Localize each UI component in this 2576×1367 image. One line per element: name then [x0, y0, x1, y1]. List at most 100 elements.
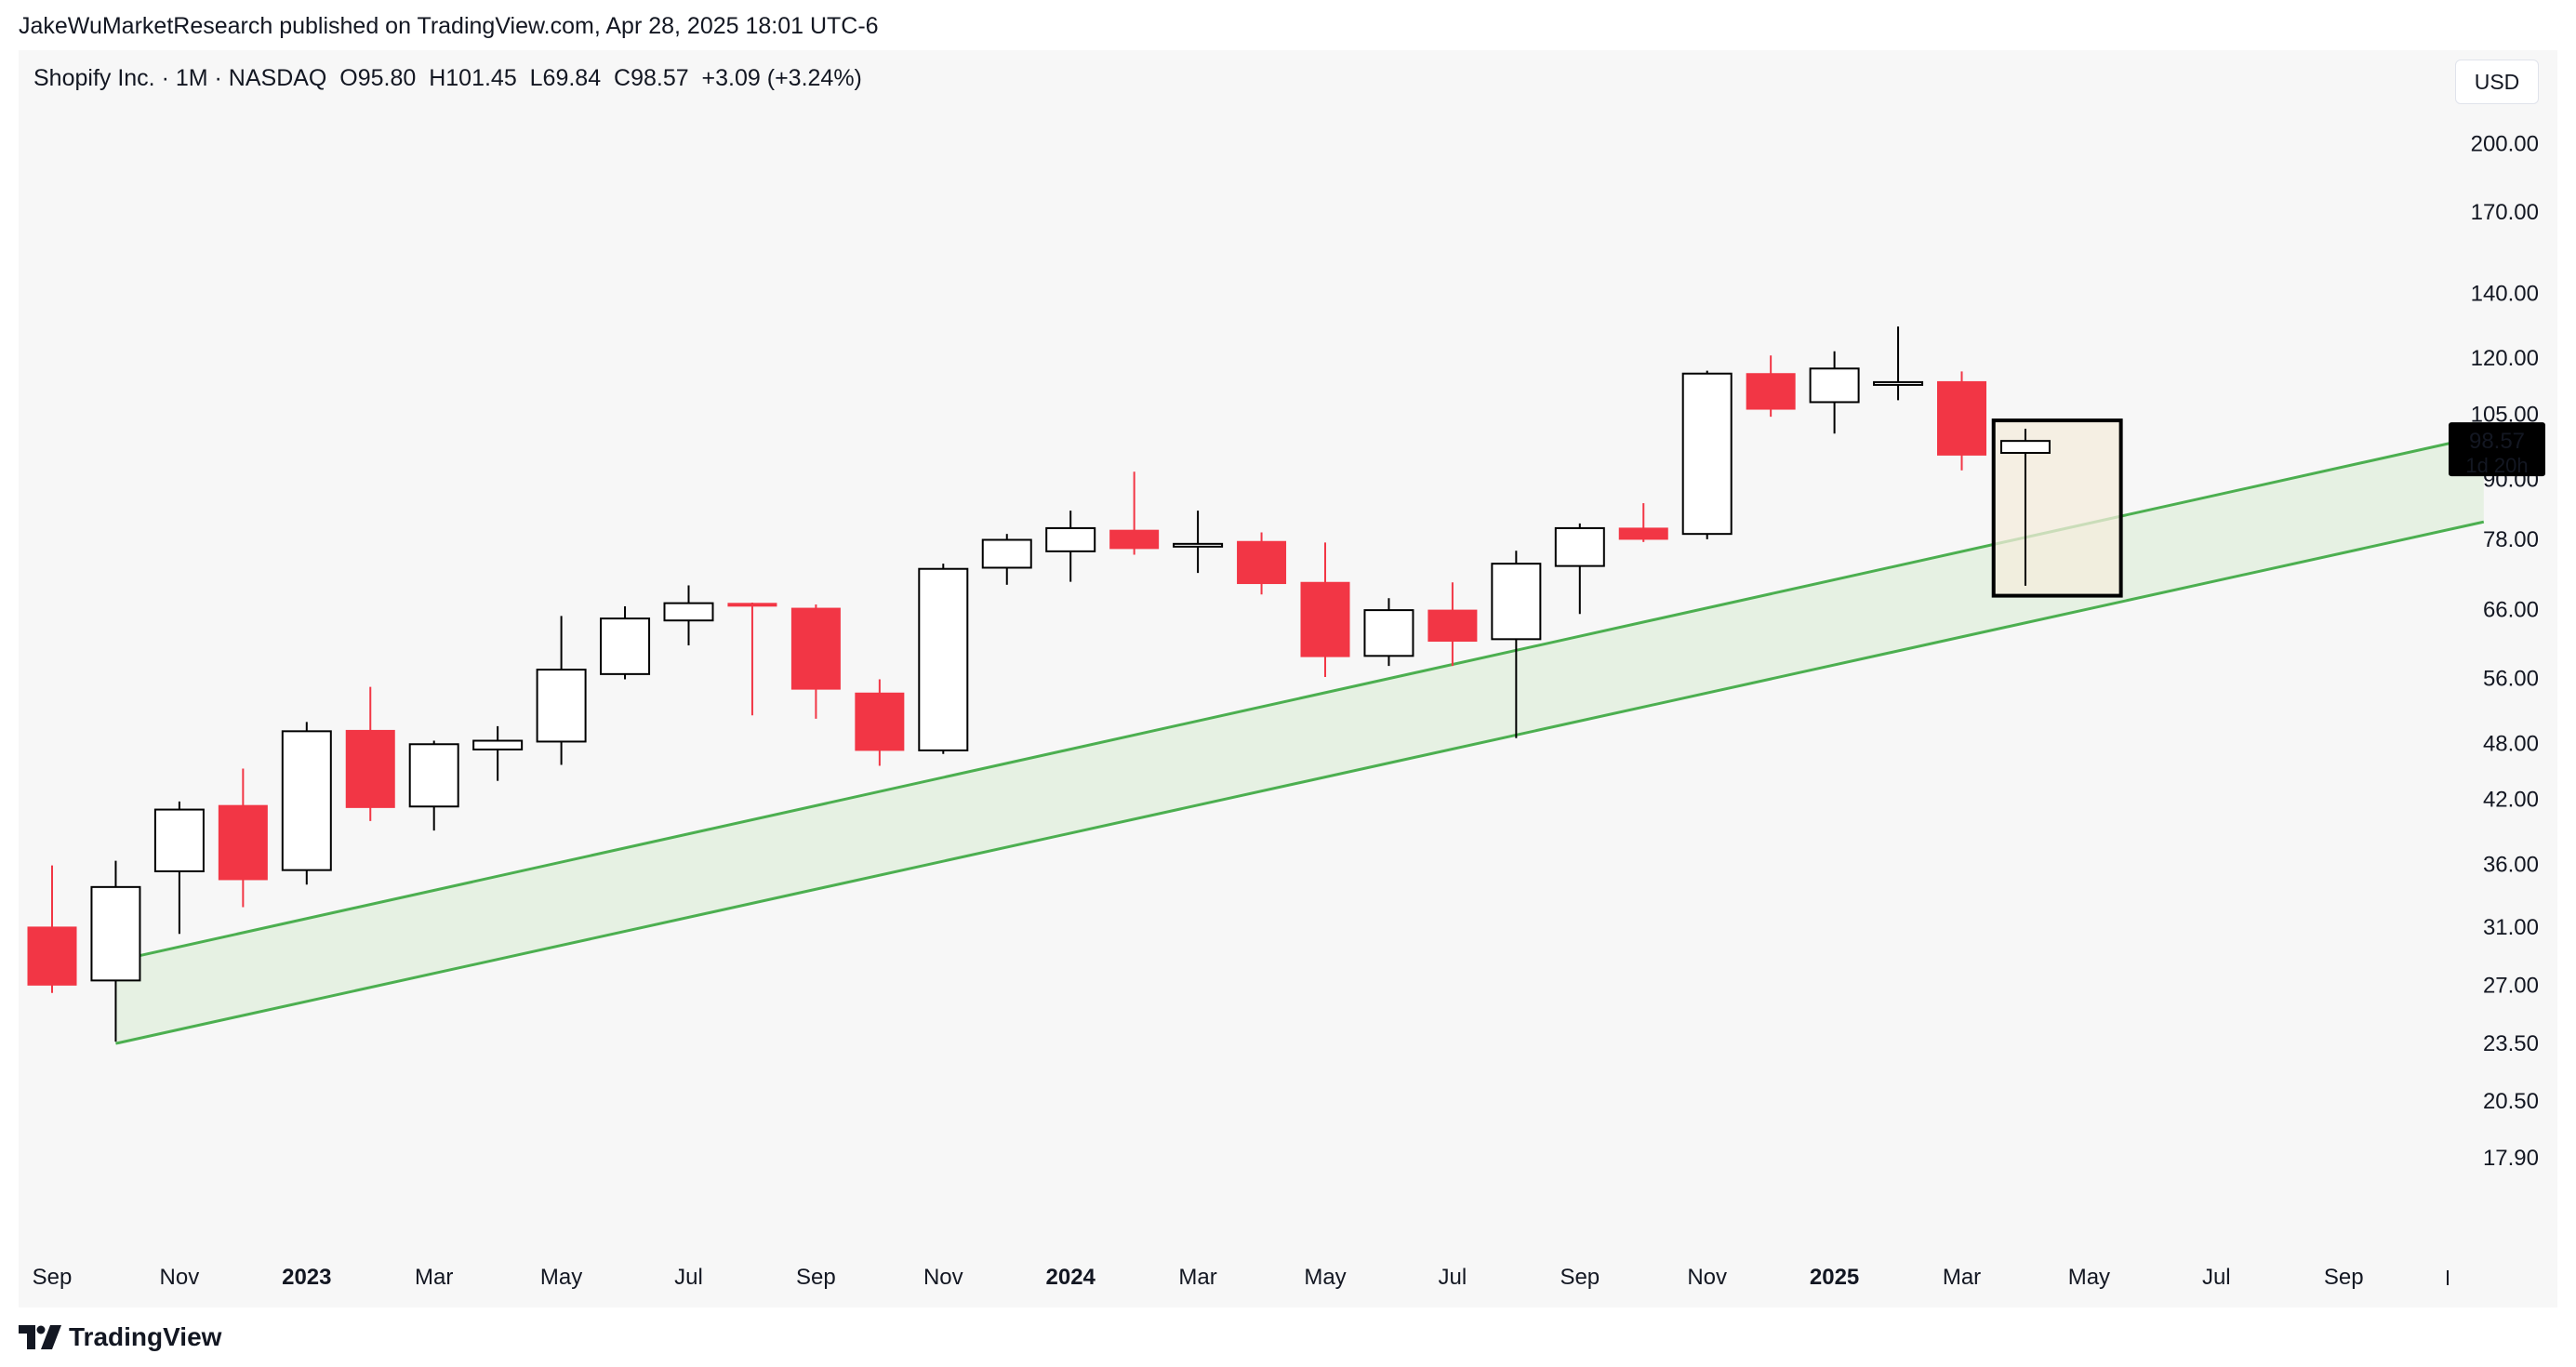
time-tick-label: Sep — [33, 1265, 73, 1290]
candlestick-chart[interactable]: 200.00170.00140.00120.00105.0090.0078.00… — [19, 50, 2557, 1307]
price-tick-label: 200.00 — [2471, 131, 2539, 156]
channel-upper-line — [115, 434, 2485, 962]
candle — [663, 585, 714, 645]
time-tick-label: Nov — [923, 1265, 963, 1290]
candle-body — [855, 692, 905, 751]
time-tick-label: Jul — [674, 1265, 703, 1290]
channel-fill — [115, 435, 2484, 1044]
channel-lower-line — [115, 520, 2485, 1045]
candle-body — [790, 607, 841, 690]
time-tick-label: May — [1304, 1265, 1346, 1290]
price-tick-label: 140.00 — [2471, 282, 2539, 307]
time-tick-label: Sep — [2324, 1265, 2364, 1290]
candle — [281, 722, 332, 885]
candle — [345, 686, 395, 821]
channel-layer — [115, 434, 2485, 1045]
price-axis[interactable]: 200.00170.00140.00120.00105.0090.0078.00… — [2471, 131, 2539, 1171]
price-tick-label: 120.00 — [2471, 346, 2539, 371]
tradingview-branding[interactable]: TradingView — [19, 1319, 221, 1356]
candle-body — [1554, 526, 1605, 567]
price-badge-bg — [2449, 422, 2545, 477]
candle — [1363, 598, 1414, 667]
candle — [536, 616, 587, 765]
candle — [1491, 551, 1542, 738]
candle-body — [472, 739, 524, 750]
candle-body — [918, 567, 969, 751]
candle — [153, 801, 205, 935]
candle — [90, 860, 141, 1042]
candle-body — [1300, 581, 1350, 657]
time-tick-label: 2024 — [1046, 1265, 1096, 1290]
symbol-legend: Shopify Inc. · 1M · NASDAQ O95.80 H101.4… — [33, 65, 862, 92]
price-tick-label: 31.00 — [2483, 915, 2539, 940]
price-tick-label: 23.50 — [2483, 1031, 2539, 1056]
candle-body — [663, 602, 714, 622]
candle — [408, 740, 459, 831]
time-tick-label: Jul — [1439, 1265, 1467, 1290]
candle — [1999, 429, 2051, 586]
time-axis[interactable]: Sep Nov 2023 Mar May Jul Sep Nov 2024 Mar May Jul Se… — [33, 1265, 2449, 1290]
candle-body — [1937, 380, 1986, 456]
candle — [1173, 511, 1224, 574]
candle-body — [153, 808, 205, 872]
time-tick-label: Mar — [1178, 1265, 1216, 1290]
time-tick-label: May — [2068, 1265, 2110, 1290]
price-tick-label: 56.00 — [2483, 667, 2539, 692]
candle-body — [1363, 609, 1414, 657]
candle — [1554, 523, 1605, 615]
candle-body — [1045, 526, 1096, 552]
time-tick-label: Mar — [1943, 1265, 1981, 1290]
candle — [790, 604, 841, 719]
price-tick-label: 66.00 — [2483, 597, 2539, 622]
candle — [472, 725, 524, 781]
tradingview-wordmark: TradingView — [69, 1322, 222, 1351]
legend-low: L69.84 — [529, 65, 602, 91]
price-tick-label: 78.00 — [2483, 527, 2539, 552]
candle — [981, 534, 1032, 585]
candle — [1681, 370, 1733, 539]
candle-body — [1746, 373, 1796, 410]
chart-panel[interactable] — [19, 50, 2557, 1307]
currency-button[interactable]: USD — [2455, 60, 2539, 104]
legend-close: C98.57 — [614, 65, 689, 91]
candle-body — [27, 926, 77, 986]
candle — [1809, 351, 1860, 434]
time-tick-label: 2023 — [282, 1265, 331, 1290]
candle-body — [1618, 527, 1668, 540]
price-badge-countdown: 1d 20h — [2465, 454, 2528, 477]
time-tick-label: Nov — [160, 1265, 200, 1290]
time-tick-label: 2025 — [1810, 1265, 1859, 1290]
price-tick-label: 17.90 — [2483, 1146, 2539, 1171]
time-tick-label: Nov — [1687, 1265, 1727, 1290]
candle-body — [281, 730, 332, 871]
time-tick-label: Sep — [796, 1265, 836, 1290]
legend-high: H101.45 — [429, 65, 517, 91]
candle-body — [1999, 440, 2051, 455]
candle — [1300, 542, 1350, 678]
candle — [600, 606, 651, 680]
price-tick-label: 42.00 — [2483, 788, 2539, 813]
price-badge-value: 98.57 — [2469, 429, 2525, 454]
candle — [218, 768, 268, 908]
candle — [1427, 582, 1478, 667]
candle-body — [90, 885, 141, 982]
candle-body — [1681, 372, 1733, 536]
candle — [1746, 355, 1796, 418]
time-tick-label: Sep — [1560, 1265, 1600, 1290]
price-tick-label: 48.00 — [2483, 731, 2539, 756]
candle-body — [1109, 529, 1160, 550]
candle-body — [1427, 609, 1478, 643]
candle-body — [727, 603, 777, 607]
candle — [1045, 511, 1096, 582]
legend-symbol: Shopify Inc. · 1M · NASDAQ — [33, 65, 327, 91]
price-tick-label: 27.00 — [2483, 973, 2539, 998]
candle-body — [600, 617, 651, 675]
candle — [855, 679, 905, 766]
candles-layer — [27, 326, 2051, 1042]
candle — [1237, 532, 1287, 595]
publisher-text: JakeWuMarketResearch published on Tradin… — [19, 13, 879, 39]
candle-body — [536, 669, 587, 743]
candle-body — [1237, 540, 1287, 585]
candle — [1109, 471, 1160, 555]
legend-change: +3.09 (+3.24%) — [701, 65, 862, 91]
